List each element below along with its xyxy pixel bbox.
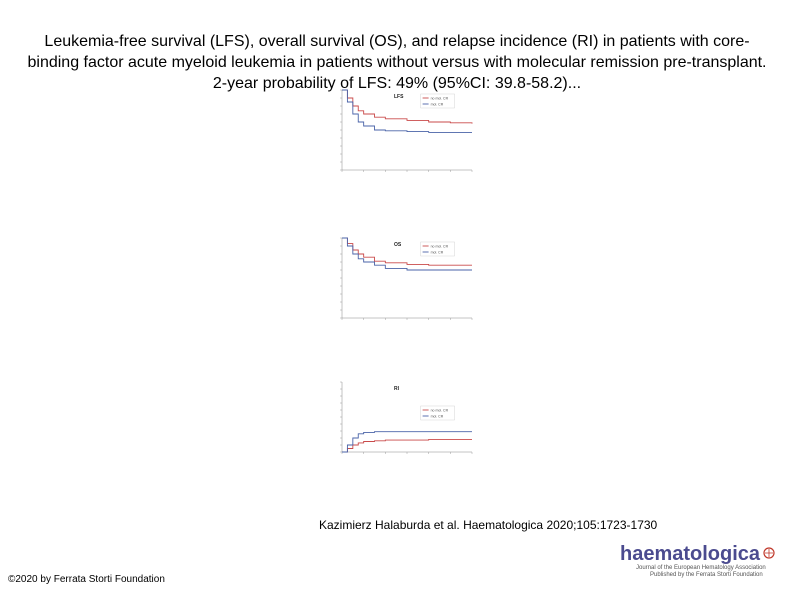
legend-label: no mol. CR: [431, 244, 449, 248]
legend-label: mol. CR: [431, 250, 444, 254]
slide-title: Leukemia-free survival (LFS), overall su…: [27, 33, 767, 92]
legend-label: no mol. CR: [431, 408, 449, 412]
citation: Kazimierz Halaburda et al. Haematologica…: [319, 518, 658, 532]
legend-label: no mol. CR: [431, 96, 449, 100]
legend-label: mol. CR: [431, 414, 444, 418]
legend-box: [420, 405, 455, 421]
series-line-0: [342, 89, 473, 124]
logo-wordmark: haematologica: [620, 543, 761, 565]
copyright-notice: ©2020 by Ferrata Storti Foundation: [8, 574, 165, 585]
series-line-1: [342, 431, 472, 453]
series-line-0: [342, 237, 472, 266]
chart-panel-lfs: LFS no mol. CR mol. CR: [340, 89, 473, 172]
chart-title: LFS: [394, 94, 404, 100]
chart-title: OS: [394, 242, 402, 248]
chart-title: RI: [394, 386, 400, 392]
legend-box: [420, 241, 455, 257]
logo-tagline-1: Journal of the European Hematology Assoc…: [636, 565, 766, 571]
logo-tagline-2: Published by the Ferrata Storti Foundati…: [650, 572, 763, 578]
chart-panel-ri: RI no mol. CR mol. CR: [340, 381, 473, 454]
series-line-0: [342, 438, 472, 453]
chart-panel-os: OS no mol. CR mol. CR: [340, 237, 473, 320]
legend-box: [420, 93, 455, 109]
series-line-1: [342, 237, 472, 271]
haematologica-logo: haematologica Journal of the European He…: [618, 543, 778, 579]
legend-label: mol. CR: [431, 102, 444, 106]
series-line-1: [342, 89, 472, 133]
survival-figure: LFS no mol. CR mol. CR OS no mol. CR mol. CR R…: [318, 86, 484, 512]
logo-emblem-icon: [763, 547, 775, 559]
